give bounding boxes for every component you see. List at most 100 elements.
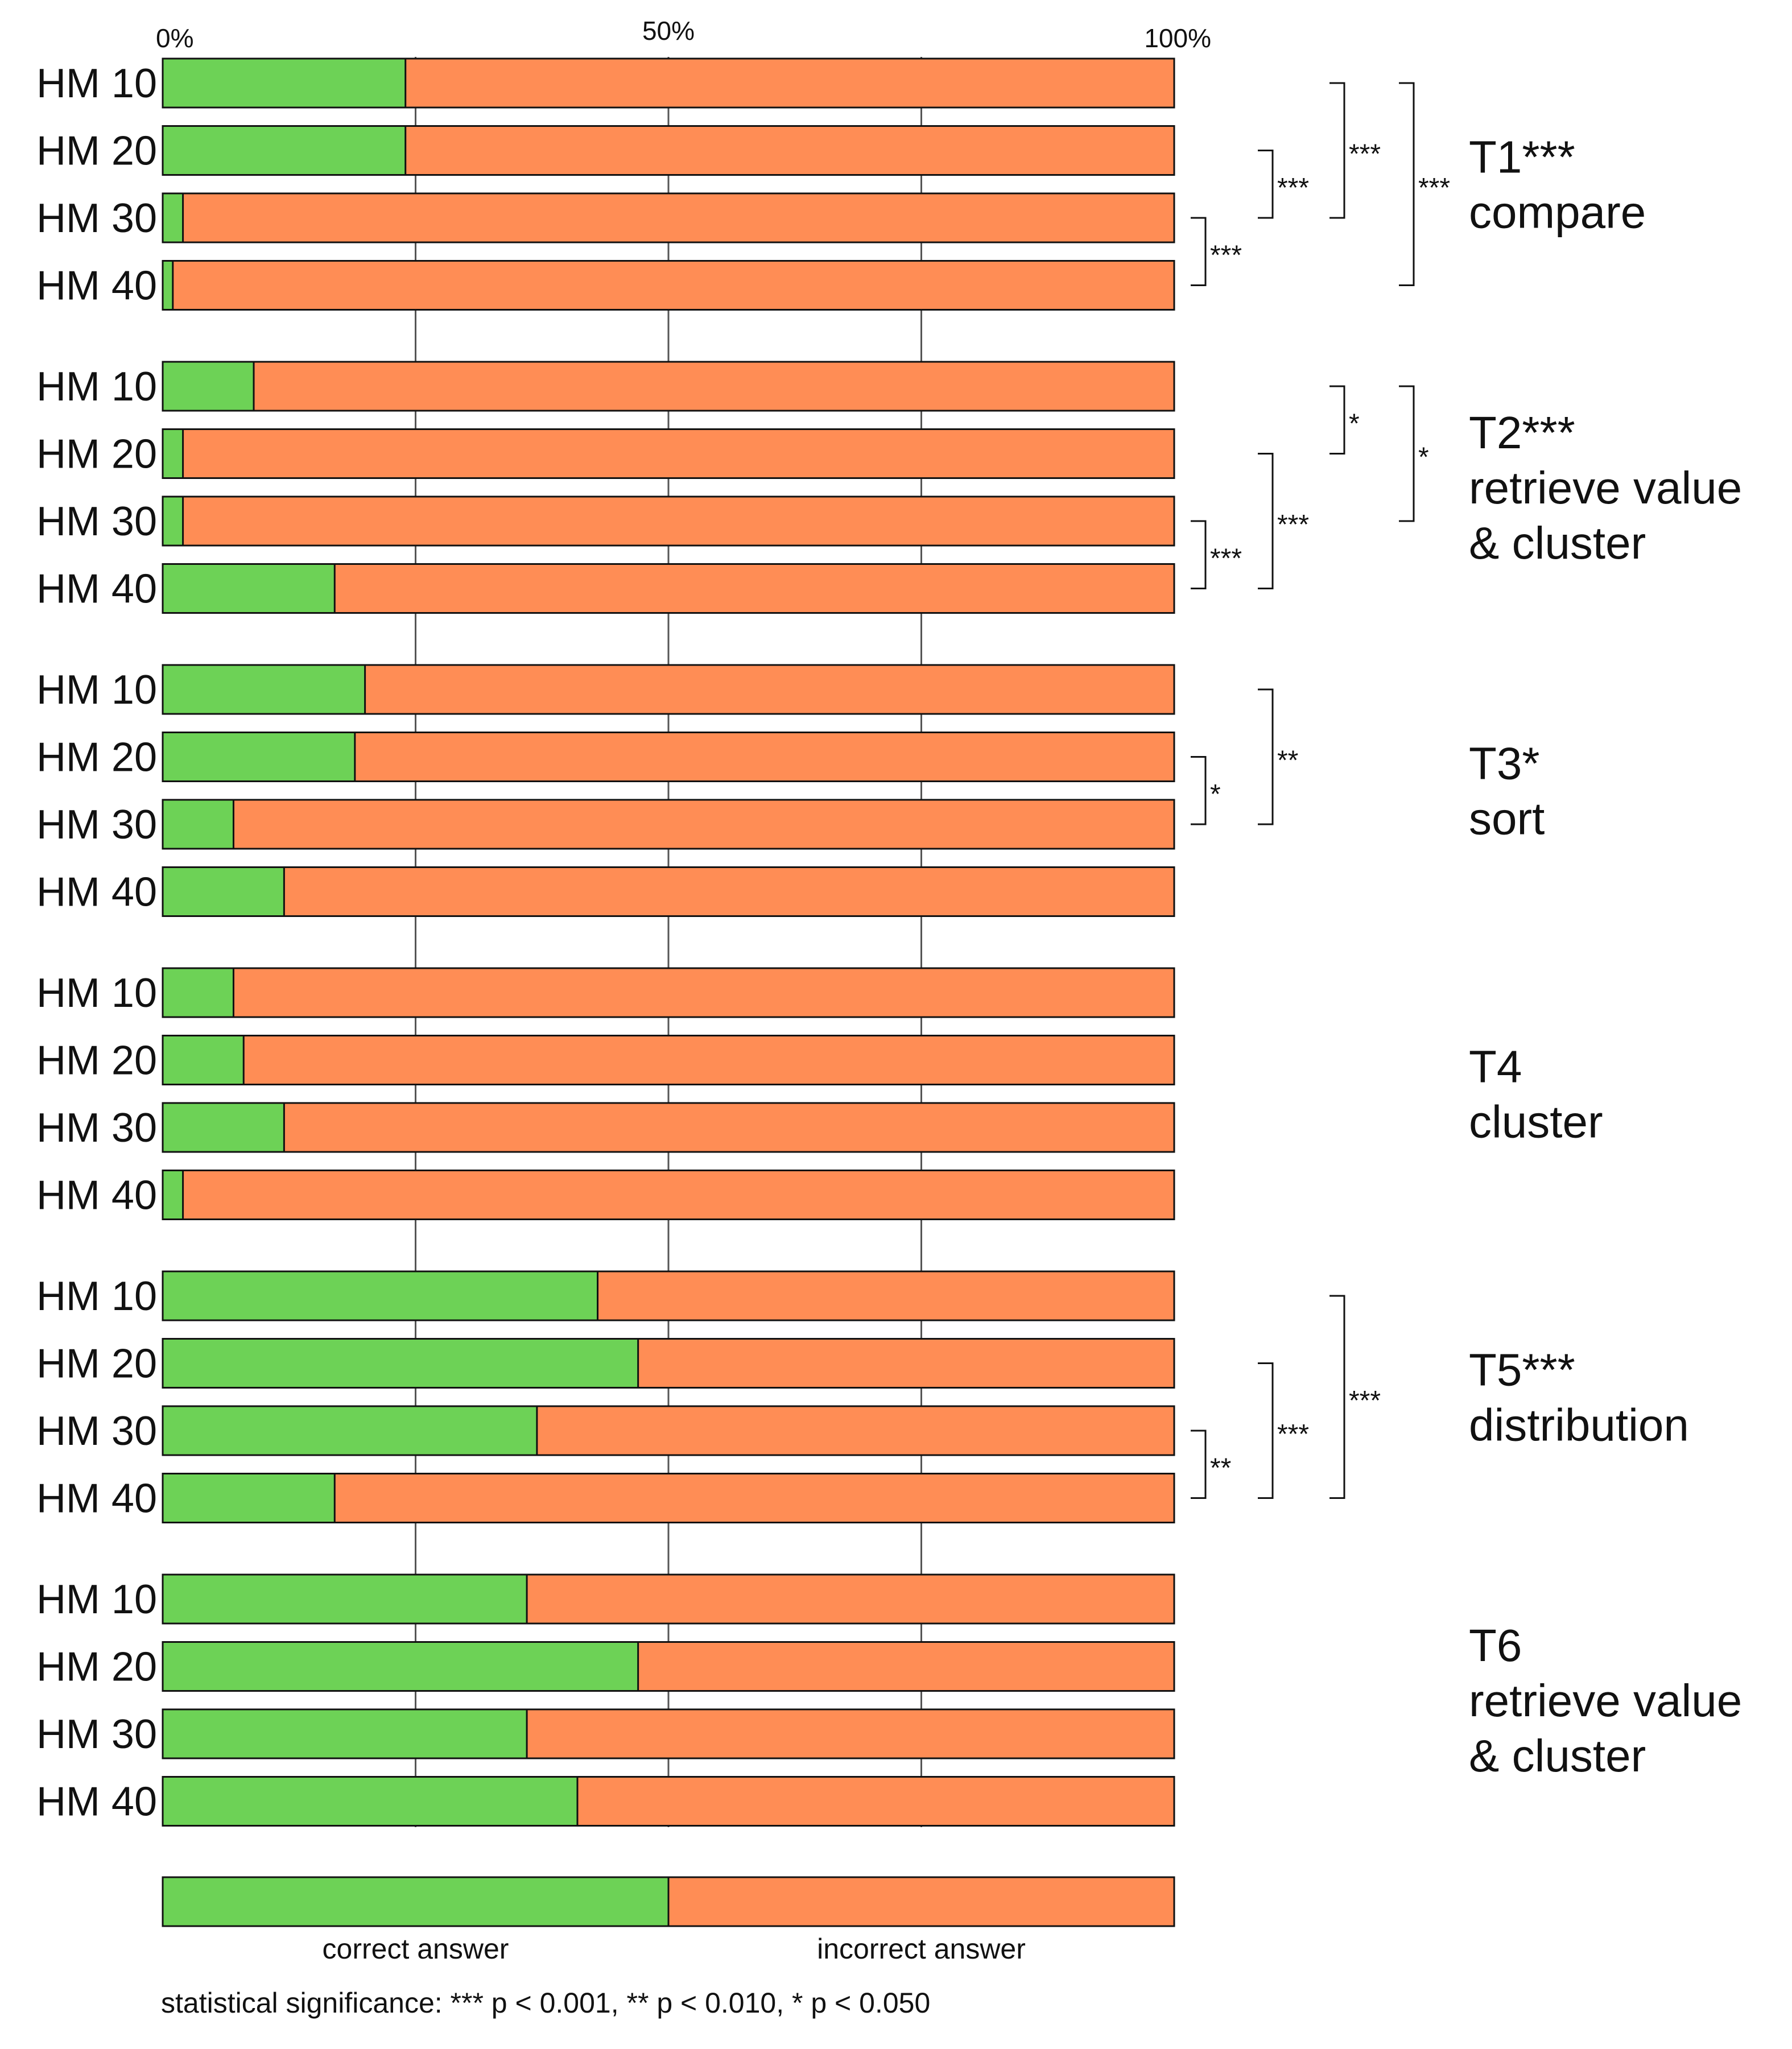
tick-label: 50% xyxy=(642,16,695,46)
task-subtitle: compare xyxy=(1469,187,1646,237)
significance-stars: ** xyxy=(1210,1453,1231,1483)
bar-incorrect xyxy=(172,261,1174,310)
bar-incorrect xyxy=(335,1473,1174,1523)
task-title: T5*** xyxy=(1469,1344,1575,1395)
bar-outline xyxy=(162,1573,1175,1625)
bar-outline xyxy=(162,361,1175,412)
row-label: HM 10 xyxy=(36,970,157,1016)
legend-correct-swatch xyxy=(163,1877,668,1926)
bar-correct xyxy=(163,665,365,714)
row-label: HM 30 xyxy=(36,1105,157,1151)
bar-correct xyxy=(163,1709,527,1758)
bar-incorrect xyxy=(284,1103,1174,1152)
bar-incorrect xyxy=(183,429,1174,478)
bar-incorrect xyxy=(183,193,1174,242)
significance-stars: * xyxy=(1418,443,1429,473)
significance-bracket xyxy=(1329,82,1345,219)
row-label: HM 10 xyxy=(36,61,157,106)
bar-correct xyxy=(163,1339,638,1388)
row-label: HM 20 xyxy=(36,432,157,477)
legend-incorrect-label: incorrect answer xyxy=(817,1933,1026,1965)
task-subtitle: distribution xyxy=(1469,1399,1689,1450)
bar-outline xyxy=(162,967,1175,1018)
bar-outline xyxy=(162,664,1175,715)
row-label: HM 30 xyxy=(36,1712,157,1757)
task-title: T2*** xyxy=(1469,407,1575,458)
bar-incorrect xyxy=(405,59,1174,108)
task-subtitle: & cluster xyxy=(1469,1730,1646,1781)
bar-outline xyxy=(162,1170,1175,1220)
bar-correct xyxy=(163,1406,537,1455)
task-title: T6 xyxy=(1469,1620,1522,1671)
bar-correct xyxy=(163,1170,183,1220)
significance-brackets: ******************************* xyxy=(1191,82,1450,1499)
row-label: HM 10 xyxy=(36,364,157,410)
bars xyxy=(162,57,1175,1827)
task-subtitle: retrieve value xyxy=(1469,1675,1742,1726)
bar-correct xyxy=(163,497,183,546)
significance-bracket xyxy=(1329,1295,1345,1499)
bar-outline xyxy=(162,57,1175,109)
bar-correct xyxy=(163,59,406,108)
bar-outline xyxy=(162,125,1175,176)
bar-outline xyxy=(162,428,1175,479)
bar-incorrect xyxy=(536,1406,1174,1455)
significance-stars: *** xyxy=(1210,543,1242,573)
significance-bracket xyxy=(1191,1430,1207,1499)
significance-stars: *** xyxy=(1277,173,1309,203)
bar-outline xyxy=(162,260,1175,311)
bar-incorrect xyxy=(638,1339,1174,1388)
significance-bracket xyxy=(1329,385,1345,455)
row-label: HM 40 xyxy=(36,1779,157,1825)
row-label: HM 20 xyxy=(36,1341,157,1387)
bar-outline xyxy=(162,1708,1175,1759)
bar-incorrect xyxy=(183,1170,1174,1220)
legend-incorrect-swatch xyxy=(668,1877,1174,1926)
bar-incorrect xyxy=(597,1271,1174,1320)
bar-incorrect xyxy=(638,1642,1174,1691)
row-label: HM 20 xyxy=(36,735,157,780)
significance-bracket xyxy=(1258,453,1274,589)
significance-stars: * xyxy=(1349,408,1360,439)
task-subtitle: sort xyxy=(1469,793,1545,844)
task-subtitle: retrieve value xyxy=(1469,462,1742,513)
bar-incorrect xyxy=(284,867,1174,916)
bar-outline xyxy=(162,1405,1175,1456)
bar-correct xyxy=(163,564,335,613)
row-labels: HM 10 HM 20 HM 30 HM 40 HM 10 HM 20 HM 30 HM 40… xyxy=(36,61,157,1825)
bar-correct xyxy=(163,1271,598,1320)
bar-correct xyxy=(163,968,234,1017)
row-label: HM 40 xyxy=(36,1173,157,1218)
tick-label: 0% xyxy=(156,23,193,53)
bar-outline xyxy=(162,1338,1175,1389)
significance-bracket xyxy=(1191,756,1207,825)
row-label: HM 10 xyxy=(36,1274,157,1319)
bar-incorrect xyxy=(243,1035,1174,1085)
significance-stars: *** xyxy=(1349,1386,1381,1416)
significance-note: statistical significance: *** p < 0.001,… xyxy=(161,1987,930,2019)
row-label: HM 30 xyxy=(36,802,157,848)
row-label: HM 40 xyxy=(36,1476,157,1522)
bar-incorrect xyxy=(527,1709,1174,1758)
row-label: HM 20 xyxy=(36,129,157,174)
task-subtitle: & cluster xyxy=(1469,518,1646,568)
task-title: T3* xyxy=(1469,738,1540,788)
task-subtitle: cluster xyxy=(1469,1096,1603,1147)
significance-bracket xyxy=(1191,520,1207,589)
bar-correct xyxy=(163,1035,244,1085)
significance-bracket xyxy=(1191,217,1207,286)
row-label: HM 30 xyxy=(36,196,157,241)
bar-outline xyxy=(162,563,1175,614)
bar-correct xyxy=(163,800,234,849)
significance-stars: *** xyxy=(1349,139,1381,170)
bar-correct xyxy=(163,261,173,310)
bar-incorrect xyxy=(405,126,1174,175)
bar-incorrect xyxy=(335,564,1174,613)
bar-outline xyxy=(162,1035,1175,1085)
grid-lines xyxy=(415,57,922,1827)
significance-stars: *** xyxy=(1210,240,1242,270)
bar-correct xyxy=(163,1642,638,1691)
task-title: T4 xyxy=(1469,1041,1522,1092)
significance-bracket xyxy=(1258,1362,1274,1499)
bar-outline xyxy=(162,192,1175,243)
